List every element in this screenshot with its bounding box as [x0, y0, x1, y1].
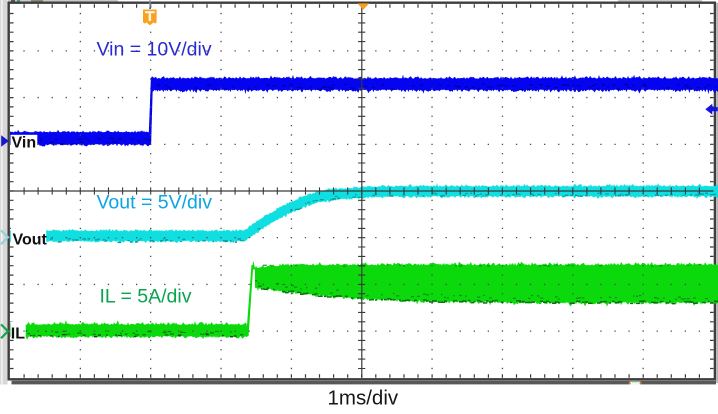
svg-text:IL = 5A/div: IL = 5A/div — [100, 286, 192, 308]
svg-text:1ms/div: 1ms/div — [328, 386, 399, 409]
svg-text:Vin: Vin — [12, 135, 37, 152]
svg-text:Vin = 10V/div: Vin = 10V/div — [97, 39, 212, 61]
svg-text:Vout: Vout — [13, 231, 48, 248]
svg-text:Vout = 5V/div: Vout = 5V/div — [97, 192, 213, 214]
svg-text:IL: IL — [11, 326, 25, 343]
